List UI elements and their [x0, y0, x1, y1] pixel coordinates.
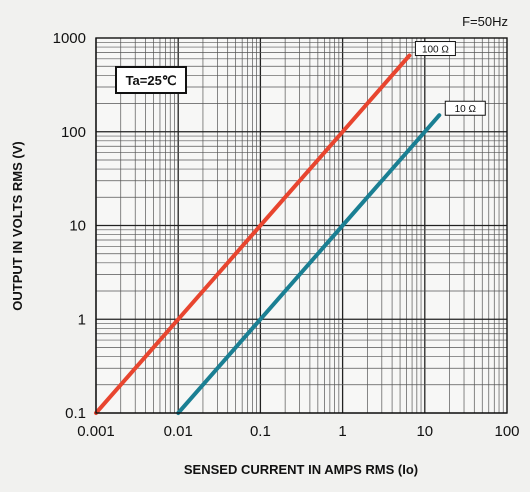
x-tick-label: 0.1 — [250, 423, 271, 440]
svg-text:100 Ω: 100 Ω — [422, 45, 449, 56]
x-tick-label: 0.001 — [77, 423, 115, 440]
plot-frame — [95, 37, 508, 414]
y-tick-label: 1000 — [53, 30, 86, 47]
series-label-100-ohm: 100 Ω — [414, 41, 456, 57]
y-axis-title: OUTPUT IN VOLTS RMS (V) — [10, 141, 25, 310]
x-tick-label: 100 — [494, 423, 519, 440]
y-tick-label: 100 — [61, 124, 86, 141]
x-tick-label: 1 — [338, 423, 346, 440]
temperature-box: Ta=25℃ — [115, 66, 187, 94]
y-tick-label: 10 — [69, 218, 86, 235]
temperature-annotation: Ta=25℃ — [126, 73, 177, 88]
tick-label-layer: 0.001 0.01 0.1 1 10 100 0.1 1 10 100 1000 — [53, 30, 520, 440]
series-layer: 100 Ω 10 Ω — [94, 41, 486, 415]
series-label-10-ohm: 10 Ω — [444, 100, 486, 116]
x-tick-label: 0.01 — [164, 423, 193, 440]
svg-text:10 Ω: 10 Ω — [455, 104, 477, 115]
x-axis-title: SENSED CURRENT IN AMPS RMS (Io) — [184, 462, 418, 477]
series-line-10-ohm — [176, 113, 442, 415]
frequency-annotation: F=50Hz — [462, 14, 508, 29]
series-line-100-ohm — [94, 53, 412, 415]
x-tick-label: 10 — [416, 423, 433, 440]
grid-layer — [95, 38, 507, 414]
y-tick-label: 0.1 — [65, 405, 86, 422]
y-tick-label: 1 — [78, 311, 86, 328]
